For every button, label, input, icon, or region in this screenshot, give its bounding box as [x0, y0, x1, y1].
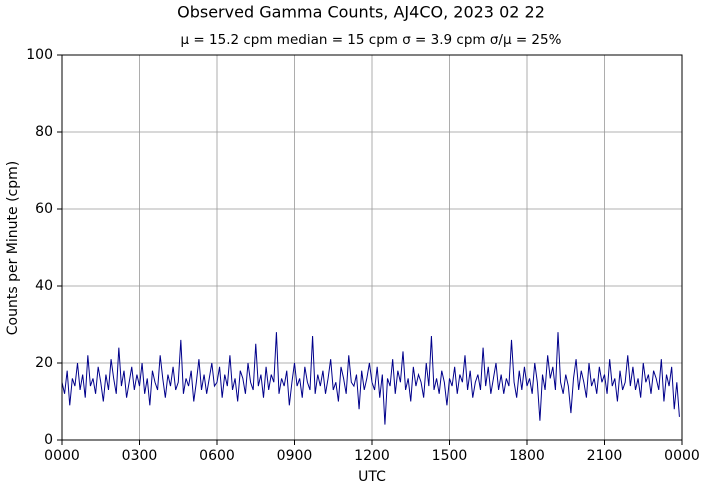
x-tick-label: 0000	[664, 448, 700, 464]
y-axis-label: Counts per Minute (cpm)	[5, 161, 21, 335]
x-tick-label: 0600	[199, 448, 235, 464]
x-tick-label: 2100	[587, 448, 623, 464]
y-tick-label: 80	[35, 124, 53, 140]
y-tick-label: 0	[44, 432, 53, 448]
x-tick-label: 1800	[509, 448, 545, 464]
chart-subtitle: μ = 15.2 cpm median = 15 cpm σ = 3.9 cpm…	[181, 32, 562, 48]
y-tick-label: 100	[26, 47, 53, 63]
chart-title: Observed Gamma Counts, AJ4CO, 2023 02 22	[177, 3, 545, 22]
x-tick-label: 1200	[354, 448, 390, 464]
plot-frame	[61, 54, 683, 441]
data-line	[61, 332, 680, 425]
x-tick-label: 1500	[432, 448, 468, 464]
y-tick-label: 40	[35, 278, 53, 294]
x-tick-label: 0900	[277, 448, 313, 464]
y-tick-label: 20	[35, 355, 53, 371]
y-tick-label: 60	[35, 201, 53, 217]
x-tick-label: 0300	[122, 448, 158, 464]
x-tick-label: 0000	[44, 448, 80, 464]
x-axis-label: UTC	[358, 469, 386, 485]
